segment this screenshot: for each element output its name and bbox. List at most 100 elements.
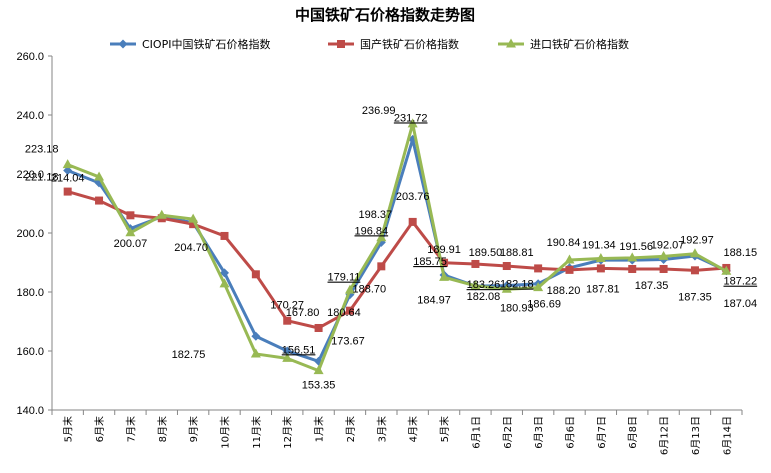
chart-title: 中国铁矿石价格指数走势图: [295, 6, 475, 24]
data-label: 170.27: [270, 300, 304, 312]
data-label: 231.72: [394, 112, 428, 124]
data-label: 185.75: [413, 256, 447, 268]
data-label: 187.35: [635, 280, 669, 292]
x-tick-label: 6月3日: [533, 416, 545, 449]
data-label: 156.51: [282, 344, 316, 356]
x-tick-label: 11月末: [250, 416, 263, 449]
x-tick-label: 2月末: [344, 416, 357, 442]
x-tick-label: 5月末: [62, 416, 75, 442]
data-point: [506, 38, 516, 48]
data-label: 187.35: [678, 291, 712, 303]
data-label: 182.75: [172, 349, 206, 361]
x-tick-label: 6月8日: [627, 416, 639, 449]
series-2: [62, 118, 732, 375]
series-line: [67, 122, 728, 373]
data-point: [628, 264, 637, 273]
data-label: 198.37: [358, 209, 392, 221]
data-point: [219, 278, 230, 288]
x-tick-label: 6月末: [93, 416, 106, 442]
data-label: 179.11: [328, 272, 361, 284]
y-tick-label: 260.0: [16, 51, 44, 63]
data-point: [471, 259, 480, 268]
y-tick-label: 180.0: [16, 287, 44, 299]
x-tick-label: 4月末: [407, 416, 420, 442]
x-tick-label: 1月末: [313, 416, 326, 442]
x-tick-label: 5月末: [438, 416, 451, 442]
data-point: [501, 283, 512, 293]
data-label: 182.08: [467, 291, 501, 303]
data-label: 236.99: [362, 105, 396, 117]
data-label: 190.84: [547, 237, 581, 249]
data-label: 223.18: [25, 144, 59, 156]
x-tick-label: 9月末: [187, 416, 200, 442]
data-point: [565, 265, 574, 274]
data-label: 191.56: [619, 241, 653, 253]
data-label: 180.64: [327, 307, 361, 319]
data-point: [658, 250, 669, 260]
data-point: [126, 211, 135, 220]
data-point: [125, 227, 136, 237]
data-point: [220, 268, 229, 278]
data-label: 192.07: [651, 239, 685, 251]
data-label: 196.84: [354, 225, 388, 237]
data-label: 221.18: [25, 172, 59, 184]
data-point: [313, 365, 324, 375]
data-label: 191.34: [582, 240, 616, 252]
x-tick-label: 6月2日: [502, 416, 514, 449]
data-label: 184.97: [417, 294, 451, 306]
data-label: 183.26: [467, 279, 501, 291]
x-tick-label: 8月末: [156, 416, 169, 442]
data-point: [63, 166, 73, 176]
data-point: [251, 270, 260, 279]
data-point: [188, 213, 199, 223]
data-point: [659, 264, 668, 273]
data-point: [63, 187, 72, 196]
data-point: [337, 40, 345, 48]
data-point: [118, 39, 128, 49]
data-point: [283, 316, 292, 325]
data-point: [220, 231, 229, 240]
data-point: [596, 264, 605, 273]
data-point: [251, 331, 261, 341]
x-tick-label: 6月6日: [565, 416, 577, 449]
x-tick-label: 3月末: [375, 416, 388, 442]
data-label: 188.20: [547, 285, 581, 297]
data-point: [407, 118, 418, 128]
data-point: [314, 323, 323, 332]
data-point: [440, 258, 449, 267]
x-tick-label: 6月13日: [690, 416, 702, 455]
data-point: [721, 265, 732, 275]
y-tick-label: 160.0: [16, 346, 44, 358]
data-label: 200.07: [114, 238, 148, 250]
axes: 140.0 160.0 180.0 200.0 220.0 240.0 260.0 5月末 6月…: [16, 51, 743, 455]
legend-label: 国产铁矿石价格指数: [360, 37, 459, 51]
legend-item: 国产铁矿石价格指数: [328, 37, 459, 51]
data-label: 187.04: [723, 298, 757, 310]
x-tick-label: 7月末: [124, 416, 137, 442]
data-point: [189, 220, 198, 229]
data-label: 186.69: [527, 299, 561, 311]
data-point: [377, 262, 386, 271]
x-tick-label: 6月7日: [596, 416, 608, 449]
data-point: [250, 348, 261, 358]
data-label: 214.04: [51, 173, 85, 185]
y-tick-label: 220.0: [16, 169, 44, 181]
legend: CIOPI中国铁矿石价格指数 国产铁矿石价格指数 进口铁矿石价格指数: [110, 37, 629, 51]
data-label: 188.70: [352, 283, 386, 295]
data-point: [62, 159, 73, 169]
data-point: [408, 217, 417, 226]
data-point: [156, 209, 167, 219]
data-point: [564, 254, 575, 264]
data-point: [345, 306, 354, 315]
data-point: [470, 280, 481, 290]
data-label: 203.76: [396, 191, 430, 203]
data-point: [94, 171, 105, 181]
data-point: [502, 262, 511, 271]
data-point: [439, 271, 450, 281]
data-label: 192.97: [680, 235, 714, 247]
y-tick-label: 200.0: [16, 228, 44, 240]
data-point: [534, 264, 543, 273]
series-line: [67, 190, 727, 330]
data-point: [533, 282, 544, 292]
